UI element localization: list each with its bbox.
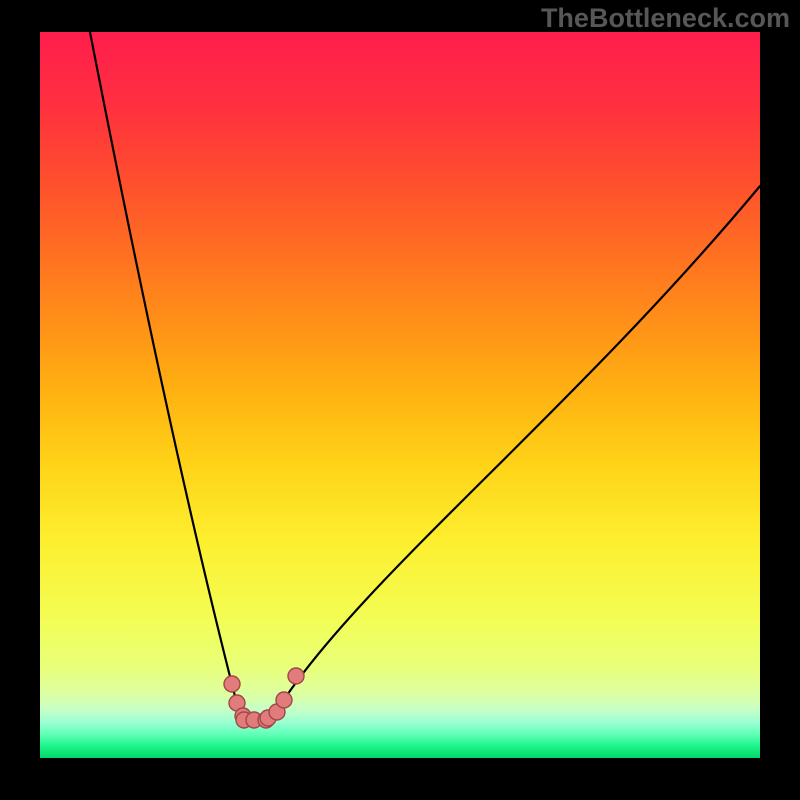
attribution-text: TheBottleneck.com [541, 3, 790, 34]
valley-marker [276, 692, 292, 708]
gradient-background [40, 32, 760, 758]
valley-marker [288, 668, 304, 684]
valley-marker [224, 676, 240, 692]
plot-area [40, 32, 760, 758]
chart-stage: TheBottleneck.com [0, 0, 800, 800]
bottleneck-chart [0, 0, 800, 800]
